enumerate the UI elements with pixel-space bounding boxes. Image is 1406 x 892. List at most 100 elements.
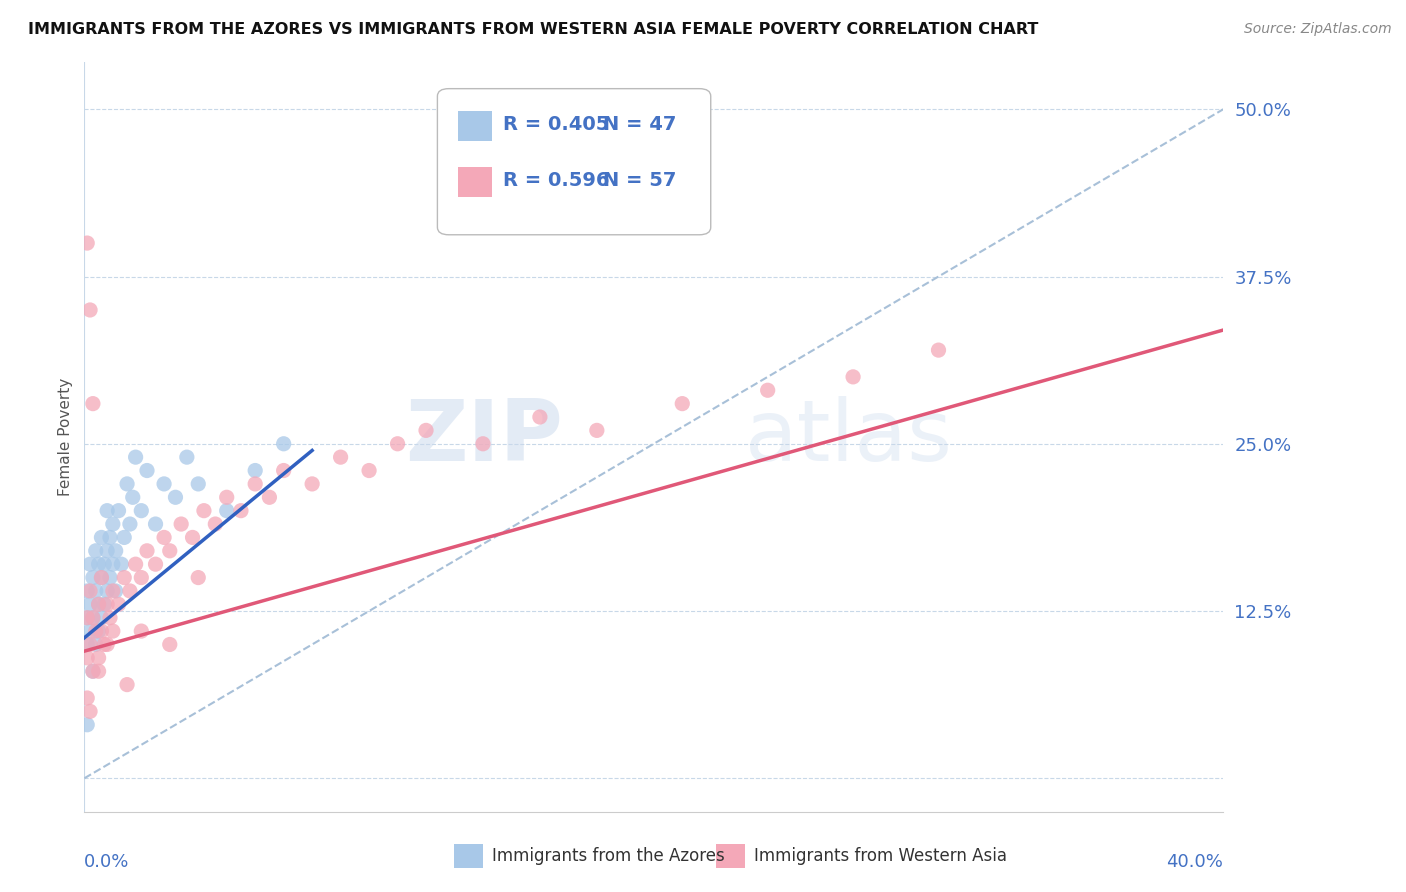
Point xyxy=(87,664,110,679)
Point xyxy=(76,651,98,665)
Point xyxy=(76,583,98,598)
Text: R = 0.596: R = 0.596 xyxy=(503,171,610,190)
Point xyxy=(98,611,121,625)
Point xyxy=(82,664,104,679)
Point xyxy=(187,476,209,491)
Point xyxy=(84,637,107,651)
Text: N = 57: N = 57 xyxy=(603,171,676,190)
Point xyxy=(359,464,381,478)
Point xyxy=(104,543,127,558)
Point xyxy=(165,491,187,505)
Point xyxy=(93,637,115,651)
Point xyxy=(76,611,98,625)
Point xyxy=(87,598,110,612)
Point xyxy=(124,557,146,572)
Point xyxy=(96,503,118,517)
Point xyxy=(87,598,110,612)
Point xyxy=(96,637,118,651)
Point xyxy=(82,611,104,625)
Point xyxy=(273,437,295,451)
Point xyxy=(153,530,176,544)
Point xyxy=(82,396,104,410)
Point xyxy=(170,517,193,532)
Point xyxy=(387,437,409,451)
Text: R = 0.405: R = 0.405 xyxy=(503,115,610,134)
Point xyxy=(131,571,153,585)
Point xyxy=(98,530,121,544)
Bar xyxy=(458,112,492,141)
Point xyxy=(96,543,118,558)
Point xyxy=(101,583,124,598)
Point xyxy=(273,464,295,478)
Point xyxy=(756,384,779,398)
Point xyxy=(145,517,167,532)
Point xyxy=(671,396,693,410)
Point xyxy=(124,450,146,465)
Point xyxy=(187,571,209,585)
Point xyxy=(176,450,198,465)
Point xyxy=(98,571,121,585)
Bar xyxy=(458,168,492,197)
Point xyxy=(79,583,101,598)
Point xyxy=(87,651,110,665)
Point xyxy=(96,583,118,598)
Point xyxy=(245,476,267,491)
Point xyxy=(107,598,129,612)
Point xyxy=(84,624,107,639)
Point xyxy=(118,583,141,598)
Point xyxy=(104,583,127,598)
Point xyxy=(110,557,132,572)
Point xyxy=(215,491,238,505)
Text: ZIP: ZIP xyxy=(405,395,562,479)
Point xyxy=(90,611,112,625)
Point xyxy=(82,611,104,625)
Point xyxy=(472,437,495,451)
Point xyxy=(115,476,138,491)
Point xyxy=(153,476,176,491)
Point xyxy=(90,571,112,585)
Point xyxy=(229,503,252,517)
Point xyxy=(329,450,352,465)
Point xyxy=(928,343,950,358)
Point xyxy=(79,598,101,612)
Point xyxy=(115,678,138,692)
Point xyxy=(159,637,181,651)
Point xyxy=(842,369,865,384)
Point xyxy=(121,491,143,505)
Point xyxy=(79,557,101,572)
Point xyxy=(84,543,107,558)
Point xyxy=(76,717,98,731)
Point xyxy=(84,583,107,598)
Point xyxy=(90,530,112,544)
Text: atlas: atlas xyxy=(745,395,953,479)
Point xyxy=(112,571,135,585)
Point xyxy=(215,503,238,517)
Point xyxy=(107,503,129,517)
Text: Immigrants from the Azores: Immigrants from the Azores xyxy=(492,847,725,865)
Point xyxy=(112,530,135,544)
Point xyxy=(259,491,281,505)
Point xyxy=(90,571,112,585)
Point xyxy=(82,571,104,585)
Point xyxy=(96,598,118,612)
Point xyxy=(529,410,551,425)
Point xyxy=(79,705,101,719)
Point xyxy=(76,235,98,250)
Point xyxy=(131,624,153,639)
Point xyxy=(87,624,110,639)
Text: N = 47: N = 47 xyxy=(603,115,676,134)
Point xyxy=(79,624,101,639)
Bar xyxy=(717,844,745,868)
Point xyxy=(131,503,153,517)
Point xyxy=(136,543,159,558)
Point xyxy=(82,664,104,679)
Point xyxy=(181,530,204,544)
Point xyxy=(204,517,226,532)
Point xyxy=(136,464,159,478)
Point xyxy=(118,517,141,532)
Text: Immigrants from Western Asia: Immigrants from Western Asia xyxy=(754,847,1007,865)
Text: Source: ZipAtlas.com: Source: ZipAtlas.com xyxy=(1244,22,1392,37)
Text: IMMIGRANTS FROM THE AZORES VS IMMIGRANTS FROM WESTERN ASIA FEMALE POVERTY CORREL: IMMIGRANTS FROM THE AZORES VS IMMIGRANTS… xyxy=(28,22,1039,37)
Text: 0.0%: 0.0% xyxy=(84,853,129,871)
Point xyxy=(101,517,124,532)
